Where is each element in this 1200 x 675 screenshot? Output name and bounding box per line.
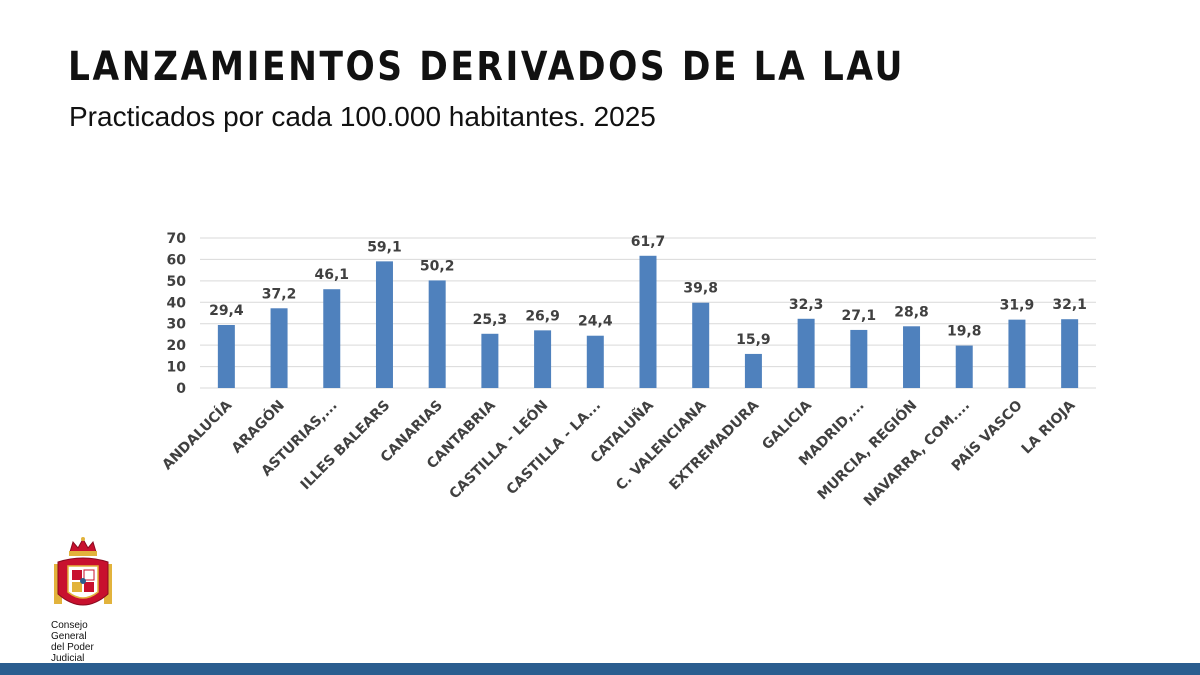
bar bbox=[428, 280, 446, 388]
data-label: 24,4 bbox=[578, 314, 613, 330]
y-tick-label: 40 bbox=[167, 295, 187, 311]
logo-text-line1: Consejo General bbox=[51, 620, 88, 642]
bar bbox=[481, 333, 499, 388]
bar bbox=[903, 326, 921, 388]
page-subtitle: Practicados por cada 100.000 habitantes.… bbox=[69, 101, 656, 132]
bar bbox=[692, 302, 710, 388]
cgpj-logo: Consejo General del Poder Judicial bbox=[48, 536, 126, 664]
data-label: 29,4 bbox=[209, 303, 244, 319]
data-label: 32,1 bbox=[1052, 297, 1087, 313]
data-label: 59,1 bbox=[367, 239, 402, 255]
y-tick-label: 60 bbox=[167, 252, 187, 268]
logo-text-line2: del Poder Judicial bbox=[51, 642, 94, 664]
bar bbox=[797, 318, 815, 388]
data-label: 15,9 bbox=[736, 332, 771, 348]
bars bbox=[217, 255, 1079, 388]
data-label: 31,9 bbox=[1000, 298, 1035, 314]
cgpj-emblem-icon bbox=[54, 537, 112, 606]
bar bbox=[375, 261, 393, 388]
y-axis-ticks: 0 10 20 30 40 50 60 70 bbox=[167, 231, 187, 397]
y-tick-label: 20 bbox=[167, 338, 187, 354]
chart-background bbox=[148, 190, 1098, 530]
data-label: 19,8 bbox=[947, 324, 982, 340]
y-tick-label: 0 bbox=[176, 381, 186, 397]
bar bbox=[270, 308, 288, 388]
bar bbox=[217, 325, 235, 388]
data-labels: 29,4 37,2 46,1 59,1 50,2 25,3 26,9 24,4 61,7 39,8… bbox=[209, 234, 1087, 348]
page-title: LANZAMIENTOS DERIVADOS DE LA LAU bbox=[68, 44, 906, 90]
y-tick-label: 70 bbox=[167, 231, 187, 247]
y-tick-label: 30 bbox=[167, 317, 187, 333]
bar bbox=[1008, 319, 1026, 388]
bar bbox=[955, 345, 973, 388]
bar bbox=[323, 289, 341, 388]
bar bbox=[586, 335, 604, 388]
data-label: 28,8 bbox=[894, 304, 929, 320]
data-label: 27,1 bbox=[842, 308, 877, 324]
bar bbox=[744, 353, 762, 388]
data-label: 50,2 bbox=[420, 258, 455, 274]
y-tick-label: 10 bbox=[167, 360, 187, 376]
brand-bottom-bar bbox=[0, 663, 1200, 675]
bar bbox=[639, 255, 657, 388]
bar bbox=[1061, 319, 1079, 388]
chart-canvas: 0 10 20 30 40 50 60 70 29,4 37,2 46,1 59,1 50,2 25,3… bbox=[148, 190, 1098, 530]
bar bbox=[850, 329, 868, 388]
bar-chart: 0 10 20 30 40 50 60 70 29,4 37,2 46,1 59,1 50,2 25,3… bbox=[148, 190, 1098, 530]
bar bbox=[534, 330, 552, 388]
y-tick-label: 50 bbox=[167, 274, 187, 290]
data-label: 61,7 bbox=[631, 234, 666, 250]
data-label: 26,9 bbox=[525, 308, 560, 324]
data-label: 37,2 bbox=[262, 286, 297, 302]
data-label: 25,3 bbox=[473, 312, 508, 328]
data-label: 32,3 bbox=[789, 297, 824, 313]
data-label: 39,8 bbox=[683, 281, 718, 297]
data-label: 46,1 bbox=[314, 267, 349, 283]
